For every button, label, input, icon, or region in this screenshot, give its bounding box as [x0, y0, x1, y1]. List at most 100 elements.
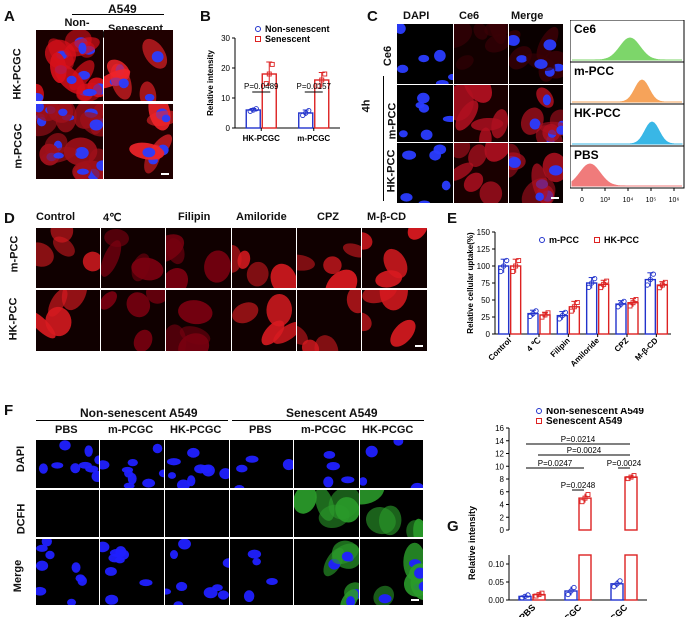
- b-pvalue-0: P=0.0489: [244, 82, 279, 91]
- f-col-label-5: HK-PCGC: [362, 424, 414, 436]
- f-image-r1-c4: [294, 490, 359, 537]
- f-row-dapi: DAPI: [15, 445, 28, 473]
- pt-0-3-2: [592, 275, 598, 282]
- g-ytick-up-5: 10: [495, 462, 504, 471]
- pt-0-5-1: [647, 276, 653, 283]
- d-image-r1-c4: [297, 290, 361, 351]
- ytick-1: 25: [481, 313, 490, 322]
- c-image-r2-c1: [454, 143, 508, 203]
- d-image-r1-c2: [166, 290, 231, 351]
- d-col-label-5: M-β-CD: [367, 211, 407, 223]
- c-hist-curve-3: [571, 163, 682, 187]
- f-image-r2-c0: [36, 539, 99, 605]
- g-ytick-lo-0: 0.00: [488, 596, 504, 605]
- c-image-r0-c1: [454, 24, 508, 84]
- panel-label-d: D: [4, 210, 15, 227]
- xtick-0: HK-PCGC: [243, 134, 281, 143]
- g-pvalue-0: P=0.0214: [561, 435, 596, 444]
- f-row-dcfh: DCFH: [15, 503, 28, 535]
- pt-0-4-2: [621, 298, 627, 305]
- xtick-1: m-PCGC: [297, 134, 330, 143]
- g-bar-1-1: [578, 497, 592, 531]
- bar-1-4: [627, 302, 639, 335]
- e-legend-1: HK-PCC: [604, 235, 639, 245]
- c-hist-curve-2: [572, 121, 683, 145]
- ytick-2: 20: [221, 64, 230, 73]
- c-hist-xtick-0: 0: [580, 197, 584, 204]
- ytick-0: 0: [486, 330, 491, 339]
- f-image-r2-c2: [165, 539, 229, 605]
- g-bar-lo-1-1: [578, 554, 592, 601]
- c-hist-curve-0: [572, 37, 683, 61]
- xtick-1: 4 ℃: [525, 336, 542, 353]
- b-pvalue-1: P=0.0157: [297, 82, 332, 91]
- ylabel: Relative cellular uptake(%): [466, 232, 475, 334]
- c-hist-xtick-2: 10⁴: [623, 197, 634, 204]
- d-row-mpcc: m-PCC: [8, 235, 21, 273]
- panel-label-g: G: [447, 518, 459, 535]
- f-image-r2-c4: [294, 539, 359, 605]
- c-image-r1-c1: [454, 85, 508, 142]
- pt-1-0-1: [266, 71, 272, 77]
- panel-label-e: E: [447, 210, 458, 227]
- c-row-ce6: Ce6: [382, 45, 395, 67]
- pt-1-2-2: [574, 299, 580, 305]
- a-group-line: [72, 14, 164, 15]
- pt-0-1-1: [530, 310, 536, 317]
- g-pvalue-3: P=0.0024: [607, 459, 642, 468]
- bar-0-0: [497, 265, 510, 335]
- pt-0-1-2: [306, 107, 312, 114]
- c-image-r2-c2: [509, 143, 563, 203]
- d-image-r1-c5: [362, 290, 427, 351]
- f-col-label-1: m-PCGC: [108, 424, 154, 436]
- pt-0-5-2: [650, 271, 656, 277]
- f-image-r0-c4: [294, 440, 359, 488]
- pt-0-4-0: [615, 304, 621, 310]
- g-ylabel: Relative intensity: [467, 506, 477, 580]
- a-col1-line1: Non-: [64, 17, 90, 29]
- g-ytick-up-6: 12: [495, 450, 504, 459]
- pt-0-0-0: [498, 268, 504, 275]
- g-xtick-1: m-PCGC: [550, 602, 584, 617]
- ytick-3: 75: [481, 279, 490, 288]
- ytick-3: 30: [221, 34, 230, 43]
- legend-0: Non-senescent: [265, 24, 330, 34]
- f-image-r1-c5: [360, 490, 423, 537]
- pt-1-1-2: [322, 71, 328, 77]
- g-ytick-up-8: 16: [495, 424, 504, 433]
- a-image-r1-c1: [104, 104, 173, 179]
- pt-0-1-2: [533, 308, 539, 314]
- pt-0-2-0: [556, 316, 562, 322]
- panel-label-b: B: [200, 8, 211, 25]
- d-image-r1-c3: [232, 290, 296, 351]
- g-ytick-up-3: 6: [500, 488, 505, 497]
- c-flow-histograms: Ce6 m-PCC HK-PCC PBS 0 10³ 10⁴ 10⁵ 10⁶: [570, 20, 685, 204]
- pt-1-1-0: [316, 83, 322, 89]
- panel-label-c: C: [367, 8, 378, 25]
- bar-0-3: [585, 282, 598, 335]
- pt-0-0-0: [247, 108, 253, 114]
- legend-1: Senescent: [265, 34, 310, 44]
- pt-0-0-2: [504, 257, 510, 264]
- xtick-4: CPZ: [613, 336, 631, 354]
- g-ytick-up-4: 8: [500, 475, 505, 484]
- pt-1-1-2: [545, 310, 551, 316]
- pt-1-3-0: [598, 285, 604, 291]
- g-bar-chart: 0 2 4 6 8 10 12 14 16 0.00 0.05 0.10 Relative intens…: [467, 408, 647, 617]
- f-image-r1-c1: [100, 490, 164, 537]
- pt-1-5-2: [662, 279, 668, 285]
- d-image-r1-c0: [36, 290, 100, 351]
- a-row-mpcgc: m-PCGC: [12, 123, 25, 169]
- g-pvalue-2: P=0.0247: [538, 459, 573, 468]
- pt-1-3-2: [604, 278, 610, 284]
- f-image-r2-c3: [230, 539, 293, 605]
- c-col-dapi: DAPI: [403, 10, 430, 22]
- f-group-line-1: [36, 420, 228, 421]
- c-hist-curve-1: [572, 79, 682, 103]
- g-pvalue-1: P=0.0024: [567, 446, 602, 455]
- b-bar-chart: 0 10 20 30 HK-PCGC m-PCGC Relative intensity No…: [206, 24, 340, 143]
- e-bar-chart: 0 25 50 75 100 125 150 Control 4 ℃ FilipinAmilori…: [466, 228, 671, 369]
- c-image-r2-c0: [397, 143, 453, 203]
- g-legend-1: Senescent A549: [546, 416, 623, 427]
- bar-1-3: [597, 283, 610, 335]
